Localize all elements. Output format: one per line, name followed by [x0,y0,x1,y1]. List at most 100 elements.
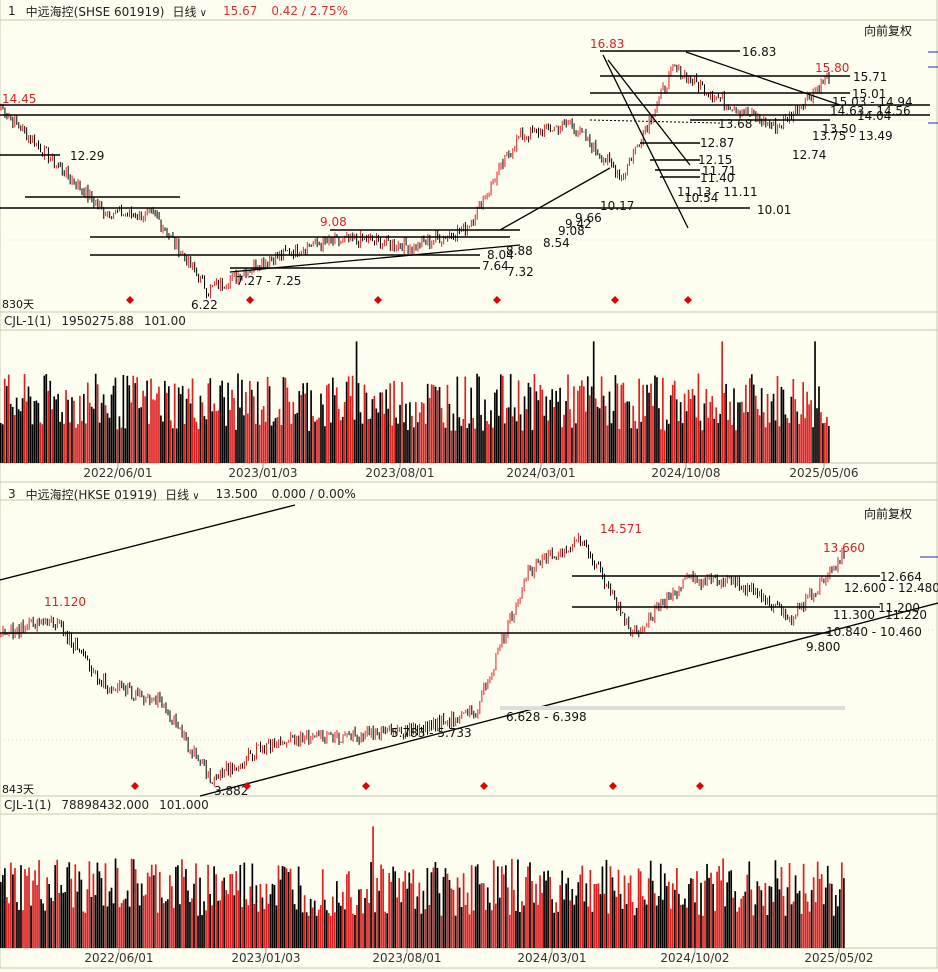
v1-bar [183,423,186,463]
v2-bar [325,910,328,948]
v2-bar [619,893,622,948]
panel1-day-count: 830天 [2,298,34,311]
v1-bar [440,407,443,463]
v2-bar [452,889,455,948]
v1-bar [717,423,720,463]
v2-bar [420,913,423,948]
v1-bar [138,408,141,463]
v2-bar [307,915,310,948]
v2-bar [764,883,767,948]
v1-bar [77,424,79,463]
v1-bar [249,380,251,463]
v2-bar [370,862,372,948]
v1-bar [55,399,58,463]
v2-bar [490,910,493,948]
v1-bar [191,378,194,463]
panel1-volume-indicator[interactable]: CJL-1(1) [4,314,52,328]
p1-trend-line [229,244,521,273]
v1-bar [788,422,791,463]
v1-bar [65,390,67,463]
panel2-period-select[interactable]: 日线 [165,486,200,503]
v2-bar [643,899,646,948]
p1-marker-diamond [126,296,134,304]
p1-marker-diamond [374,296,382,304]
v2-bar [589,870,592,948]
v2-bar [382,868,384,948]
v2-bar [20,865,22,948]
v1-bar [660,429,662,463]
v2-bar [64,892,67,948]
v2-bar [545,880,547,948]
v1-bar [446,384,449,463]
v1-bar [324,426,326,463]
panel2-volume-indicator[interactable]: CJL-1(1) [4,798,52,812]
panel2-title[interactable]: 中远海控(HKSE 01919) [25,487,158,502]
v2-bar [400,902,403,948]
v2-bar [297,866,300,948]
v1-bar [675,399,678,463]
v1-bar [33,401,36,463]
v2-bar [175,866,177,948]
v2-bar [229,874,232,948]
v1-bar [108,417,111,463]
v1-bar [535,391,538,463]
p1-annotation: 11.71 [702,164,736,178]
v1-bar [306,382,308,463]
v1-bar [381,392,384,463]
v1-bar [733,388,735,463]
v2-bar [790,904,793,948]
v1-bar [636,428,639,463]
v2-bar [740,898,743,948]
v2-bar [173,907,175,948]
v1-bar [156,393,158,463]
panel1-title[interactable]: 中远海控(SHSE 601919) [25,4,165,19]
v1-bar [571,427,573,463]
p1-annotation: 9.42 [565,217,592,231]
v2-bar [187,890,189,948]
v1-bar [752,384,755,463]
v2-bar [639,871,642,948]
v1-bar [235,429,237,463]
v1-bar [820,412,822,463]
v1-bar [650,383,652,463]
p1-trend-line [607,59,691,166]
v2-bar [768,885,771,948]
v1-bar [523,396,526,463]
p1-annotation: 13.50 [822,122,856,136]
v2-bar [221,880,224,948]
v2-bar [12,874,14,948]
v2-bar [649,860,652,948]
v2-bar [66,867,69,948]
v1-bar [75,427,77,463]
v1-bar [341,416,344,463]
panel1-adjust-button[interactable]: 向前复权 [863,24,912,38]
v2-bar [633,915,636,948]
v1-bar [215,411,218,463]
v2-bar [267,903,270,948]
v1-bar [367,419,370,463]
v1-bar [664,430,666,463]
panel2-price: 13.500 [215,487,258,501]
panel1-period-select[interactable]: 日线 [172,3,207,20]
v2-bar [826,865,829,948]
p1-annotation: 14.45 [2,92,36,106]
v2-bar [726,882,729,948]
panel2-adjust-button[interactable]: 向前复权 [863,507,912,521]
v1-bar [642,384,644,463]
v2-bar [144,894,147,948]
v1-bar [179,394,182,463]
v1-bar [252,396,255,463]
v1-bar [499,374,502,463]
v1-bar [800,414,803,463]
v2-bar [597,883,600,948]
v1-bar [735,430,737,463]
p1-marker-diamond [684,296,692,304]
v2-bar [444,868,447,948]
p1-date-label: 2023/01/03 [228,466,297,480]
v2-bar [665,886,668,948]
v2-bar [653,893,656,948]
v1-bar [343,402,346,463]
v2-bar [458,887,461,948]
v1-bar [229,410,231,463]
